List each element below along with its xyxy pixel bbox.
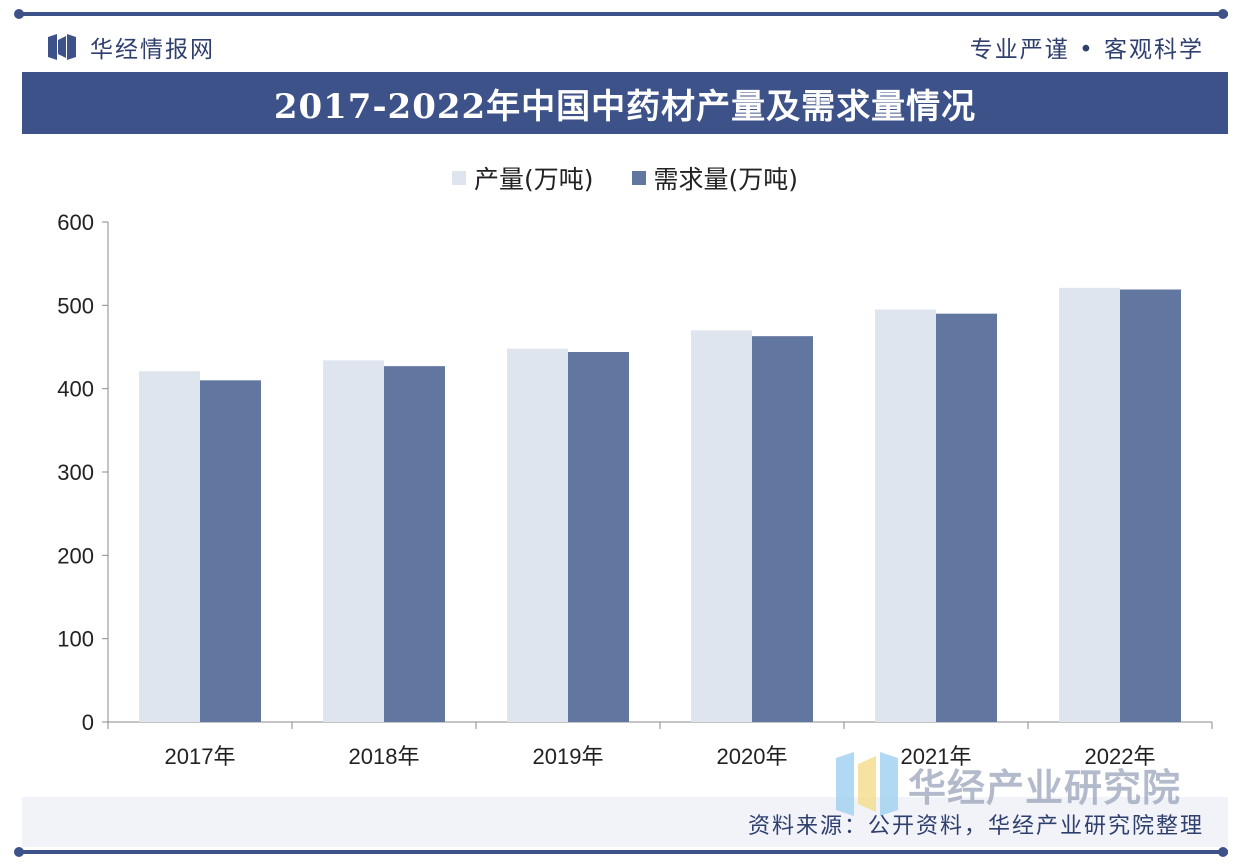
chart-title: 2017-2022年中国中药材产量及需求量情况 [273, 86, 977, 127]
brand: 华经情报网 [48, 30, 215, 64]
title-band: 2017-2022年中国中药材产量及需求量情况 [22, 72, 1228, 134]
top-rule [22, 12, 1228, 16]
legend-label-demand: 需求量(万吨) [653, 165, 799, 194]
x-tick-label: 2020年 [717, 744, 788, 769]
watermark-badge: 华经产业研究院 [836, 752, 1181, 816]
bar-production [875, 309, 936, 722]
x-tick-label: 2022年 [1085, 744, 1156, 769]
legend-swatch-production [451, 171, 466, 185]
bottom-rule [22, 850, 1228, 854]
x-tick-label: 2021年 [901, 744, 972, 769]
bar-demand [200, 380, 261, 722]
y-tick-label: 200 [57, 543, 94, 568]
bar-production [1059, 287, 1120, 722]
source-note: 资料来源：公开资料，华经产业研究院整理 [747, 814, 1204, 839]
footer-band [22, 797, 1228, 847]
watermark-name: 华经产业研究院 [908, 765, 1182, 810]
x-tick-label: 2018年 [349, 744, 420, 769]
bar-demand [384, 366, 445, 722]
legend-label-production: 产量(万吨) [473, 165, 594, 194]
bar-demand [936, 313, 997, 722]
chart-legend: 产量(万吨) 需求量(万吨) [0, 160, 1250, 196]
bar-production [691, 330, 752, 722]
y-tick-label: 400 [57, 377, 94, 402]
brand-name: 华经情报网 [90, 37, 215, 63]
watermark-logo-icon [836, 752, 898, 816]
top-left-dot [14, 9, 24, 19]
bar-production [507, 348, 568, 722]
y-tick-label: 600 [57, 210, 94, 235]
y-tick-label: 300 [57, 460, 94, 485]
y-tick-label: 500 [57, 293, 94, 318]
bar-demand [568, 352, 629, 722]
legend-item-production: 产量(万吨) [451, 160, 594, 196]
legend-swatch-demand [631, 171, 646, 185]
x-tick-label: 2017年 [165, 744, 236, 769]
slogan: 专业严谨 • 客观科学 [969, 37, 1204, 63]
bottom-right-dot [1218, 847, 1228, 857]
y-tick-label: 100 [57, 627, 94, 652]
brand-logo-icon [48, 34, 76, 60]
bar-demand [752, 336, 813, 722]
bar-production [139, 371, 200, 722]
x-tick-label: 2019年 [533, 744, 604, 769]
top-right-dot [1218, 9, 1228, 19]
bottom-left-dot [14, 847, 24, 857]
bar-production [323, 360, 384, 722]
legend-item-demand: 需求量(万吨) [631, 160, 799, 196]
bar-demand [1120, 289, 1181, 722]
y-tick-label: 0 [82, 710, 94, 735]
